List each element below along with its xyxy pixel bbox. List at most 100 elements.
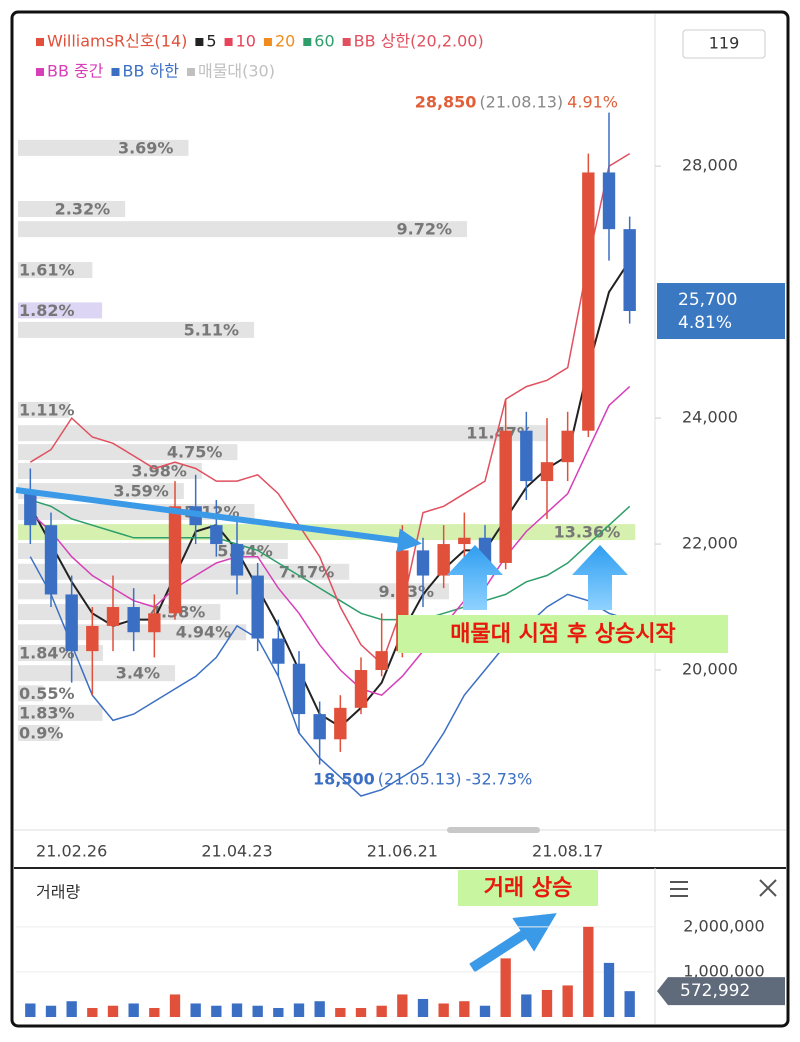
volume-bar [417, 998, 429, 1017]
candle-body [106, 607, 120, 626]
volume-bar [107, 1005, 119, 1017]
candle-body [230, 544, 244, 576]
annotation-box [458, 870, 598, 906]
profile-label: 1.83% [19, 703, 75, 722]
profile-bar [18, 200, 126, 217]
candle-body [602, 172, 616, 230]
volume-bar [45, 1005, 57, 1017]
legend-swatch [195, 38, 204, 46]
axes: 20,000 22,000 24,000 28,000 21.02.26 21.04.23… [36, 156, 785, 861]
close-icon[interactable] [759, 879, 777, 897]
profile-bar [18, 704, 103, 721]
profile-bar [18, 302, 103, 319]
candle-body [44, 525, 58, 595]
current-price: 25,700 [678, 290, 737, 310]
profile-label: 13.36% [554, 523, 621, 542]
candle-body [334, 707, 347, 740]
candle-body [582, 172, 595, 431]
profile-label: 1.84% [19, 644, 75, 663]
profile-bar [18, 725, 60, 742]
high-date: (21.08.13) [479, 92, 563, 111]
up-arrow [572, 545, 628, 610]
high-change: 4.91% [567, 92, 618, 111]
legend-label: 20 [275, 32, 295, 51]
annotation: 거래 상승 [484, 876, 573, 901]
volume-bar [128, 1003, 139, 1017]
current-volume-box [657, 977, 785, 1006]
volume-bar [252, 1005, 263, 1017]
profile-label: 0.9% [19, 724, 63, 743]
legend-swatch [342, 38, 351, 46]
legend-swatch [36, 68, 44, 76]
profile-bar [18, 542, 288, 559]
candle-body [313, 714, 326, 740]
volume-title: 거래량 [36, 883, 80, 902]
x-tick-label: 21.06.21 [367, 842, 438, 861]
profile-label: 3.4% [116, 664, 160, 683]
profile-label: 0.55% [19, 684, 75, 703]
candle-body [437, 544, 450, 576]
volume-bar [541, 989, 553, 1017]
volume-arrow [469, 913, 557, 973]
indicator-line [30, 499, 631, 621]
volume-bar [273, 1007, 284, 1017]
high-label: 28,850 (21.08.13) 4.91% [415, 92, 618, 111]
profile-bar [18, 645, 104, 662]
volume-bar [355, 1007, 367, 1017]
annotation-box [398, 615, 728, 653]
legend-swatch [263, 38, 272, 46]
volume-bar [149, 1007, 160, 1017]
profile-bar [18, 563, 350, 580]
legend-label: 10 [236, 32, 256, 51]
x-tick-label: 21.02.26 [36, 842, 107, 861]
y-tick-label: 28,000 [682, 156, 738, 175]
volume-bar [624, 991, 635, 1017]
legend-label: BB 상한(20,2.00) [354, 32, 484, 51]
profile-label: 1.11% [19, 400, 75, 419]
volume-bar [25, 1003, 36, 1017]
x-tick-label: 21.08.17 [532, 842, 603, 861]
legend: WilliamsR신호(14) 5 10 20 60 BB 상한(20,2.00) BB 중… [36, 32, 484, 81]
legend-swatch [224, 38, 233, 46]
low-change: -32.73% [465, 769, 532, 788]
candle-body [251, 575, 264, 639]
menu-icon[interactable] [670, 881, 688, 897]
candle-body [127, 607, 140, 633]
volume-bar [438, 1003, 449, 1017]
profile-bar [18, 685, 44, 702]
volume-bar [231, 1003, 243, 1017]
volume-bar [500, 958, 511, 1017]
candle-body [561, 430, 574, 463]
low-label: 18,500 (21.05.13) -32.73% [313, 769, 532, 788]
profile-bar [18, 462, 202, 479]
legend-swatch [36, 38, 44, 46]
count-badge[interactable] [682, 29, 766, 59]
legend-swatch [303, 38, 312, 46]
legend-label: 60 [314, 32, 334, 51]
profile-label: 3.59% [113, 482, 169, 501]
x-tick-label: 21.04.23 [201, 842, 272, 861]
y-tick-label: 24,000 [682, 408, 738, 427]
profile-label: 1.61% [19, 261, 75, 280]
current-price-box [657, 283, 785, 340]
candle-body [65, 594, 78, 652]
current-change: 4.81% [678, 313, 732, 333]
y-tick-label: 1,000,000 [683, 961, 764, 980]
volume-bar [169, 994, 181, 1017]
volume-bar [459, 1001, 470, 1017]
candle-body [520, 430, 533, 482]
volume-bar [190, 1003, 201, 1017]
scrollbar[interactable] [447, 827, 540, 833]
annotation: 매물대 시점 후 상승시작 [450, 622, 675, 647]
candle-body [168, 506, 182, 614]
legend-label: WilliamsR신호(14) [47, 32, 187, 51]
profile-label: 9.72% [397, 220, 453, 239]
legend-label: BB 중간 [47, 62, 104, 81]
candle-body [210, 525, 223, 545]
volume-bar [211, 1005, 222, 1017]
low-date: (21.05.13) [378, 769, 462, 788]
candle-body [354, 670, 368, 708]
candles [24, 112, 636, 765]
low-price: 18,500 [313, 769, 375, 788]
